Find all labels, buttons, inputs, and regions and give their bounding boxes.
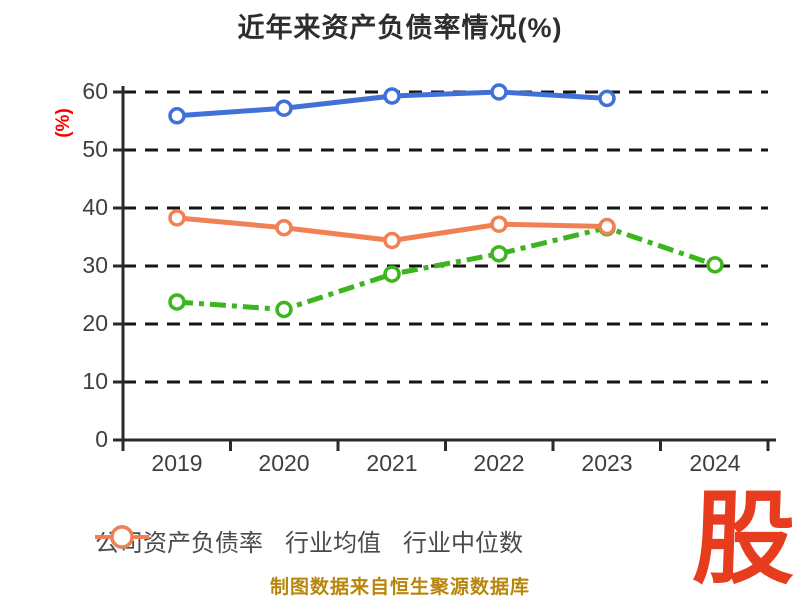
y-tick-label-60: 60: [82, 78, 108, 104]
series-line-0: [176, 225, 716, 312]
marker-s2-p2: [383, 231, 401, 250]
marker-s1-p0: [168, 107, 186, 125]
marker-s0-p2: [383, 265, 401, 283]
y-tick-label-50: 50: [82, 136, 108, 162]
y-tick-label-20: 20: [82, 310, 108, 336]
marker-s2-p4: [598, 217, 616, 236]
y-tick-label-40: 40: [82, 194, 108, 220]
chart-title: 近年来资产负债率情况(%): [237, 13, 563, 43]
marker-s2-p0: [168, 209, 186, 227]
marker-s0-p0: [168, 293, 186, 311]
x-tick-label-2020: 2020: [258, 450, 310, 476]
legend-label-2: 行业中位数: [403, 530, 523, 557]
legend-item-1: 行业均值: [95, 523, 381, 558]
marker-s0-p5: [706, 256, 724, 274]
marker-s0-p1: [275, 300, 293, 319]
marker-s1-p2: [383, 87, 401, 105]
x-tick-label-2019: 2019: [151, 450, 203, 476]
marker-s2-p3: [490, 215, 508, 233]
legend: 公司资产负债率 行业均值 行业中位数: [95, 523, 523, 558]
stock-brand-logo: 股: [691, 480, 798, 599]
legend-label-1: 行业均值: [285, 530, 381, 557]
legend-marker-icon: [95, 525, 149, 549]
footer-source-note: 制图数据来自恒生聚源数据库: [269, 577, 530, 598]
y-tick-label-30: 30: [82, 252, 108, 278]
x-tick-label-2022: 2022: [473, 450, 525, 476]
marker-s2-p1: [275, 218, 293, 237]
legend-item-2: 行业中位数: [95, 523, 523, 558]
x-tick-label-2023: 2023: [581, 450, 633, 476]
marker-s1-p1: [275, 99, 293, 117]
marker-s0-p3: [490, 245, 508, 263]
x-tick-label-2021: 2021: [366, 450, 418, 476]
marker-s1-p3: [490, 83, 508, 101]
x-tick-label-2024: 2024: [689, 450, 741, 476]
y-tick-label-0: 0: [95, 426, 108, 452]
marker-s1-p4: [598, 89, 616, 108]
y-tick-label-10: 10: [82, 368, 108, 394]
